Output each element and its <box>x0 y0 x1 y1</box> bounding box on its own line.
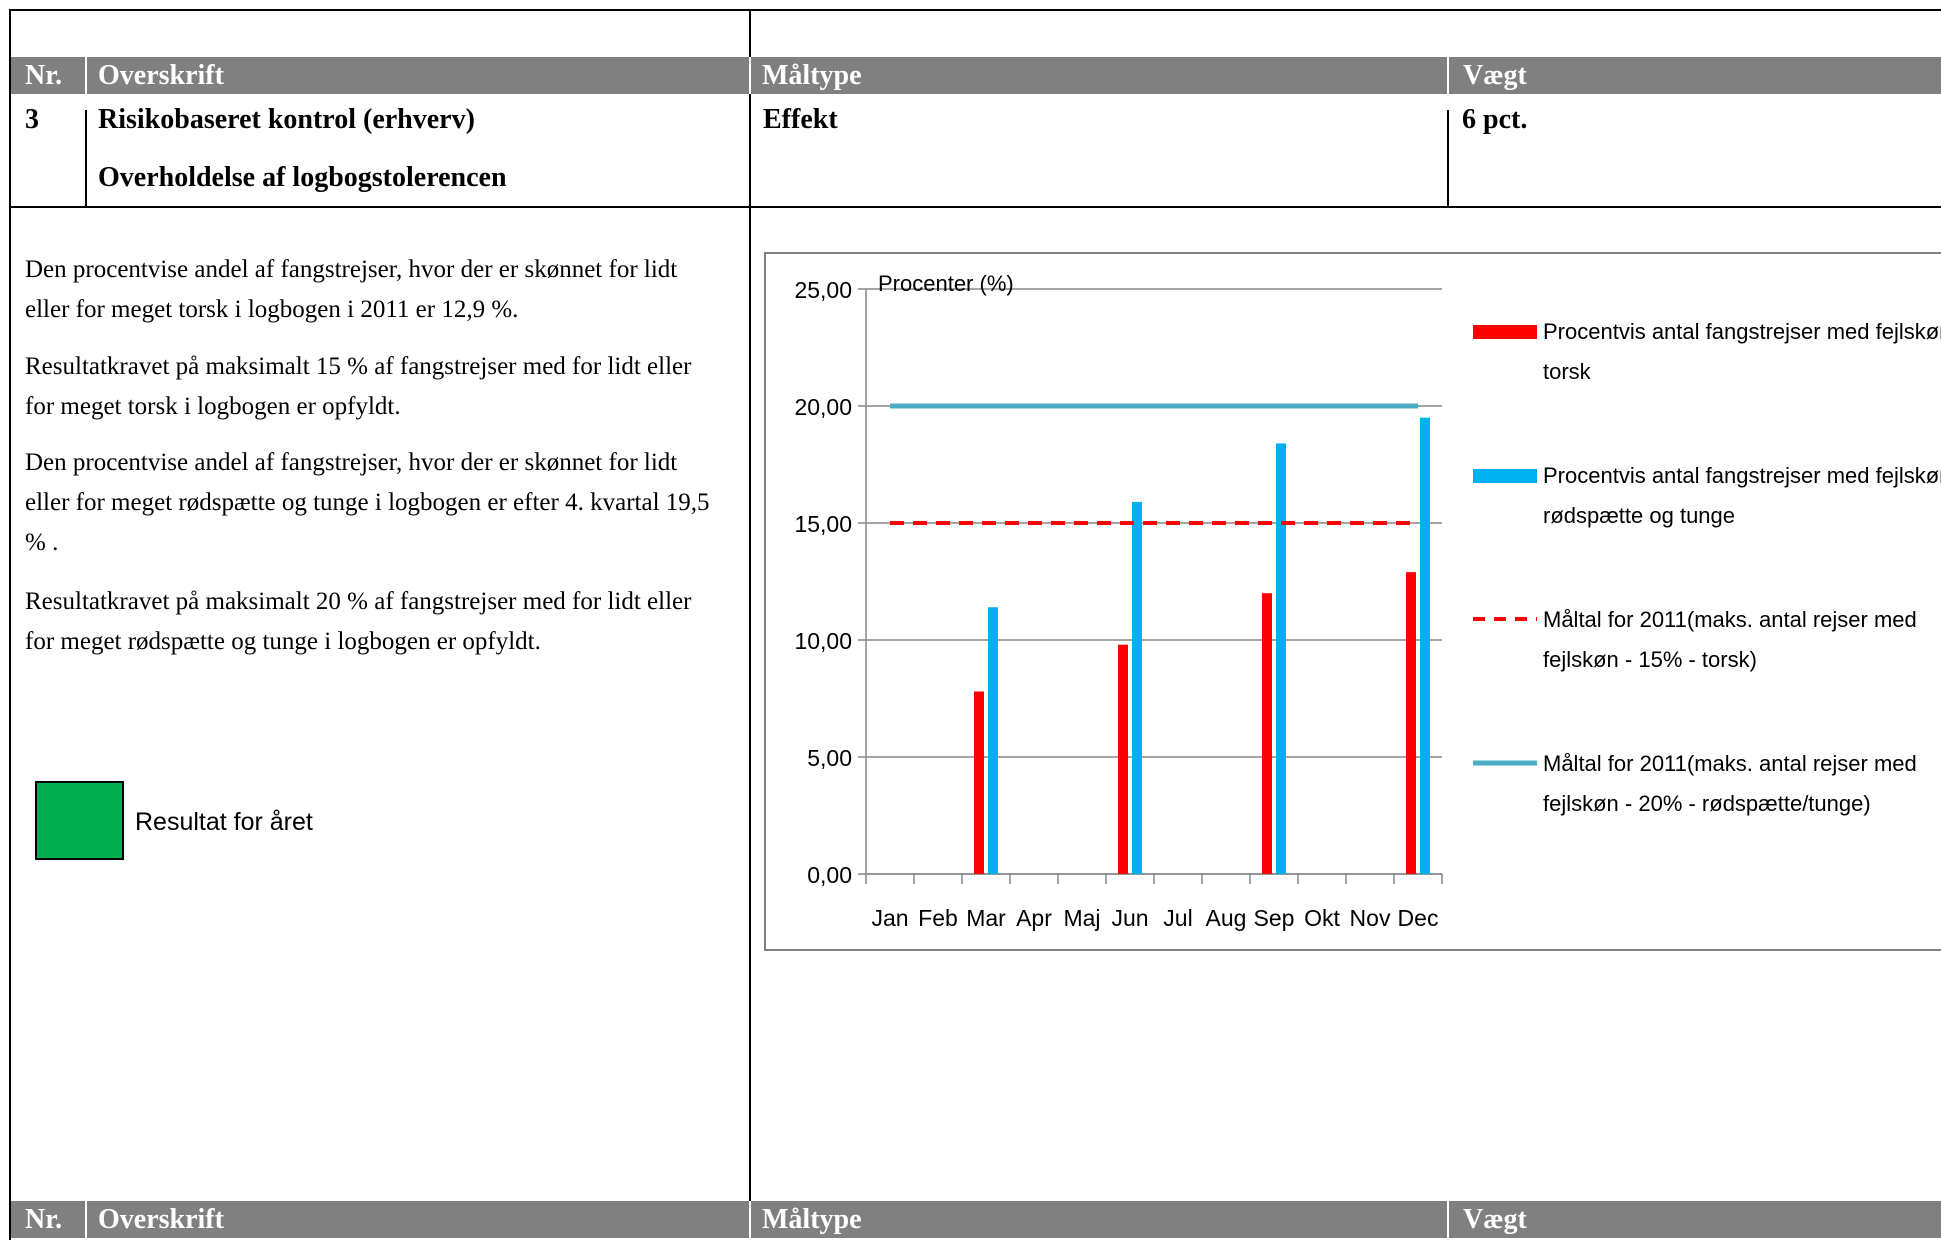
table-left-border <box>9 9 11 1240</box>
footer-header-nr: Nr. <box>25 1204 63 1235</box>
bar-roedspaette <box>1276 443 1286 874</box>
table-row-divider <box>9 206 1941 208</box>
result-label: Resultat for året <box>135 808 313 836</box>
x-tick-label: Aug <box>1206 905 1247 931</box>
header-maaltype: Måltype <box>762 60 862 91</box>
legend-swatch <box>1473 325 1537 339</box>
header-vaegt: Vægt <box>1463 60 1527 91</box>
paragraph-roedspaette-share: Den procentvise andel af fangstrejser, h… <box>25 449 710 556</box>
x-tick-label: Jul <box>1163 905 1192 931</box>
legend-label: rødspætte og tunge <box>1543 503 1735 528</box>
legend-label: Måltal for 2011(maks. antal rejser med <box>1543 607 1917 632</box>
legend-label: Procentvis antal fangstrejser med fejlsk… <box>1543 319 1941 344</box>
paragraph-roedspaette-requirement: Resultatkravet på maksimalt 20 % af fang… <box>25 588 692 655</box>
legend-swatch <box>1473 469 1537 483</box>
table-footer-header: Nr. Overskrift Måltype Vægt <box>11 1201 1941 1238</box>
footer-divider <box>85 1201 87 1240</box>
paragraph-torsk-share: Den procentvise andel af fangstrejser, h… <box>25 256 678 323</box>
footer-divider <box>1447 1201 1449 1240</box>
y-tick-label: 5,00 <box>807 745 852 771</box>
footer-divider <box>749 1201 751 1240</box>
bar-chart: 0,00 5,00 10,00 15,00 20,00 25,00 Procenter (%… <box>794 271 1941 931</box>
footer-header-overskrift: Overskrift <box>98 1204 224 1235</box>
y-tick-label: 15,00 <box>794 511 852 537</box>
row-maaltype: Effekt <box>763 104 838 135</box>
x-tick-label: Maj <box>1063 905 1100 931</box>
y-tick-label: 0,00 <box>807 862 852 888</box>
y-tick-label: 10,00 <box>794 628 852 654</box>
x-tick-label: Apr <box>1016 905 1052 931</box>
legend-label: Måltal for 2011(maks. antal rejser med <box>1543 751 1917 776</box>
y-tick-label: 20,00 <box>794 394 852 420</box>
header-overskrift: Overskrift <box>98 60 224 91</box>
row-vaegt: 6 pct. <box>1462 104 1528 135</box>
chart-frame: 0,00 5,00 10,00 15,00 20,00 25,00 Procenter (%… <box>764 252 1941 951</box>
result-status-box <box>35 781 124 860</box>
table-nr-divider <box>85 110 87 206</box>
x-tick-label: Sep <box>1254 905 1295 931</box>
x-tick-label: Mar <box>966 905 1006 931</box>
x-tick-label: Dec <box>1398 905 1439 931</box>
bar-roedspaette <box>1420 417 1430 874</box>
y-tick-label: 25,00 <box>794 277 852 303</box>
x-tick-label: Jun <box>1111 905 1148 931</box>
x-tick-label: Jan <box>871 905 908 931</box>
legend-label: fejlskøn - 15% - torsk) <box>1543 647 1757 672</box>
footer-header-maaltype: Måltype <box>762 1204 862 1235</box>
x-tick-label: Feb <box>918 905 958 931</box>
bar-torsk <box>1262 593 1272 874</box>
footer-header-vaegt: Vægt <box>1463 1204 1527 1235</box>
table-column-divider <box>749 9 751 1240</box>
table-top-border <box>9 9 1941 11</box>
y-axis-label: Procenter (%) <box>878 271 1014 296</box>
x-tick-label: Okt <box>1304 905 1340 931</box>
row-title: Risikobaseret kontrol (erhverv) <box>98 104 475 135</box>
header-divider <box>85 57 87 94</box>
legend-label: Procentvis antal fangstrejser med fejlsk… <box>1543 463 1941 488</box>
table-header: Nr. Overskrift Måltype Vægt <box>11 57 1941 94</box>
legend-label: torsk <box>1543 359 1592 384</box>
bar-torsk <box>974 691 984 874</box>
row-subtitle: Overholdelse af logbogstolerencen <box>98 162 507 193</box>
bar-torsk <box>1406 572 1416 874</box>
header-divider <box>1447 57 1449 94</box>
row-nr: 3 <box>25 104 39 135</box>
bar-roedspaette <box>1132 501 1142 874</box>
bar-torsk <box>1118 644 1128 874</box>
legend-label: fejlskøn - 20% - rødspætte/tunge) <box>1543 791 1871 816</box>
x-tick-label: Nov <box>1350 905 1391 931</box>
paragraph-torsk-requirement: Resultatkravet på maksimalt 15 % af fang… <box>25 353 692 420</box>
table-vaegt-divider <box>1447 110 1449 206</box>
header-divider <box>749 57 751 94</box>
bar-roedspaette <box>988 607 998 874</box>
header-nr: Nr. <box>25 60 63 91</box>
